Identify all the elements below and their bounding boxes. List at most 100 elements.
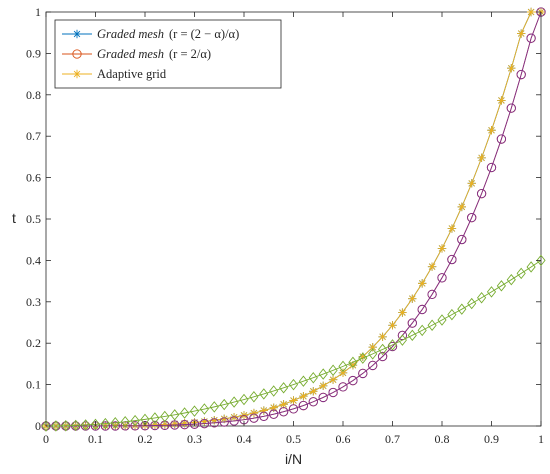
legend-swatch-marker <box>72 69 82 79</box>
data-point <box>397 330 408 341</box>
x-tick-label: 0.6 <box>336 432 351 446</box>
data-point <box>209 418 219 428</box>
data-point <box>358 352 368 364</box>
data-point <box>309 387 318 396</box>
data-point <box>496 280 506 292</box>
data-point <box>467 212 477 223</box>
data-point <box>496 134 507 144</box>
data-point <box>516 267 526 280</box>
data-point <box>269 385 279 397</box>
data-point <box>417 324 427 337</box>
x-tick-label: 0.5 <box>286 432 301 446</box>
ticks-layer: 0 0.1 0.2 0.3 0.4 0.5 0.6 0.7 0.8 0.9 1 0 0.1 0.2 0.3 0… <box>26 5 544 446</box>
data-point <box>457 202 466 212</box>
data-point <box>100 417 110 430</box>
data-point <box>467 179 476 188</box>
data-point <box>298 375 308 387</box>
data-point <box>427 262 437 271</box>
data-point <box>259 411 269 421</box>
x-tick-label: 0.3 <box>187 432 202 446</box>
x-tick-label: 1 <box>538 432 544 446</box>
data-point <box>476 188 487 199</box>
data-point <box>130 414 140 427</box>
data-point <box>41 420 51 432</box>
data-point <box>417 304 427 315</box>
series-4 <box>41 254 546 432</box>
data-point <box>378 332 387 341</box>
data-point <box>71 419 81 432</box>
data-point <box>279 400 288 409</box>
data-point <box>150 420 160 430</box>
y-tick-label: 0.9 <box>26 46 41 60</box>
data-point <box>90 418 101 431</box>
y-tick-label: 0.3 <box>26 295 41 309</box>
x-tick-label: 0.8 <box>435 432 450 446</box>
data-point <box>328 387 338 398</box>
data-point <box>120 416 130 428</box>
data-point <box>437 244 447 253</box>
legend-swatch-marker <box>72 29 82 39</box>
data-point <box>259 388 269 400</box>
data-point <box>507 64 516 73</box>
data-point <box>179 419 190 430</box>
data-point <box>486 286 497 298</box>
data-point <box>199 418 210 429</box>
data-point <box>170 420 180 430</box>
legend-item: Adaptive grid <box>62 67 167 81</box>
data-point <box>526 261 536 273</box>
data-point <box>259 406 268 415</box>
data-point <box>278 407 289 417</box>
data-point <box>269 403 278 412</box>
data-point <box>437 273 447 283</box>
data-point <box>397 334 407 346</box>
data-point <box>437 314 447 326</box>
data-point <box>200 417 209 426</box>
data-point <box>289 396 298 405</box>
legend-label: Graded mesh (r = 2/α) <box>97 47 211 61</box>
data-point <box>180 419 189 428</box>
data-point <box>81 419 91 431</box>
data-point <box>170 419 179 429</box>
data-point <box>378 343 388 356</box>
y-tick-label: 0.6 <box>26 171 41 185</box>
data-point <box>288 404 299 414</box>
data-point <box>427 319 437 331</box>
data-point <box>219 417 229 427</box>
y-tick-label: 0.5 <box>26 212 41 226</box>
data-point <box>368 360 378 371</box>
data-point <box>497 96 506 105</box>
data-point <box>348 360 358 370</box>
data-point <box>358 352 367 361</box>
legend-box <box>54 19 282 89</box>
legend-swatch-marker <box>72 49 82 59</box>
data-point <box>308 372 318 384</box>
data-point <box>368 343 377 352</box>
data-point <box>536 254 546 267</box>
data-point <box>486 162 497 173</box>
data-point <box>110 421 120 431</box>
data-point <box>477 153 486 163</box>
legend-label-text: Adaptive grid <box>97 67 167 81</box>
legend-items: Graded mesh (r = (2 − α)/α) Graded mesh (r … <box>62 27 239 81</box>
data-point <box>408 294 417 303</box>
data-point <box>150 420 160 431</box>
data-point <box>328 375 338 384</box>
data-point <box>447 254 457 265</box>
data-point <box>368 348 378 360</box>
data-point <box>160 410 170 423</box>
data-point <box>516 69 526 80</box>
data-point <box>328 364 338 376</box>
legend-label-suffix: (r = 2/α) <box>169 47 211 61</box>
data-point <box>249 391 259 403</box>
data-point <box>130 421 140 431</box>
x-tick-label: 0.9 <box>484 432 499 446</box>
y-axis-label: t <box>12 210 16 226</box>
legend-label: Adaptive grid <box>97 67 167 81</box>
legend-label-prefix: Graded mesh <box>97 27 164 41</box>
y-tick-label: 0 <box>35 419 41 433</box>
data-point <box>51 420 61 432</box>
data-point <box>210 416 219 425</box>
legend: Graded mesh (r = (2 − α)/α) Graded mesh (r … <box>54 19 282 89</box>
data-point <box>269 409 279 419</box>
